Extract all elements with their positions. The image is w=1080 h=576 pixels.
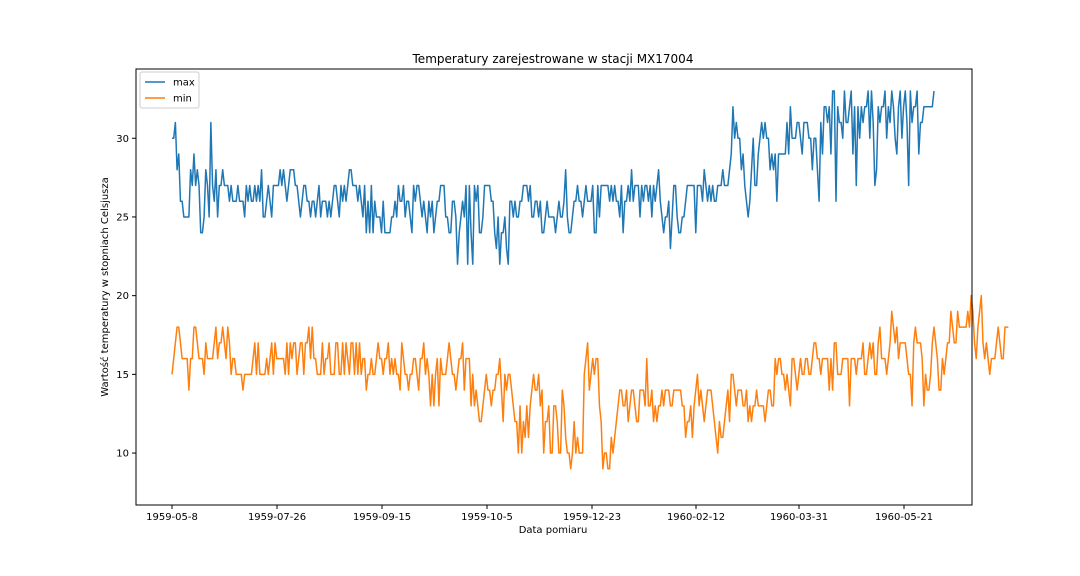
x-tick-label: 1959-12-23 xyxy=(563,512,621,523)
y-axis-label: Wartość temperatury w stopniach Celsjusz… xyxy=(99,177,111,396)
legend: max min xyxy=(139,71,200,109)
x-tick-label: 1959-09-15 xyxy=(353,512,411,523)
x-tick-label: 1959-10-5 xyxy=(461,512,513,523)
legend-label-max: max xyxy=(173,78,195,89)
plot-frame xyxy=(135,68,973,506)
x-tick-label: 1959-07-26 xyxy=(248,512,306,523)
chart-title: Temperatury zarejestrowane w stacji MX17… xyxy=(412,52,694,66)
legend-box xyxy=(139,71,200,109)
x-axis-label: Data pomiaru xyxy=(519,525,588,536)
y-tick-label: 10 xyxy=(116,449,129,460)
x-axis: 1959-05-8 1959-07-26 1959-09-15 1959-10-5 19… xyxy=(146,505,933,523)
x-tick-label: 1960-05-21 xyxy=(875,512,933,523)
series-line-min xyxy=(171,294,1009,470)
y-tick-label: 15 xyxy=(116,370,129,381)
y-tick-label: 20 xyxy=(116,291,129,302)
x-tick-label: 1960-02-12 xyxy=(667,512,725,523)
x-tick-label: 1960-03-31 xyxy=(770,512,828,523)
series-line-max xyxy=(172,90,935,265)
y-tick-label: 30 xyxy=(116,134,129,145)
y-axis: 10 15 20 25 30 xyxy=(116,134,136,460)
x-tick-label: 1959-05-8 xyxy=(146,512,198,523)
legend-label-min: min xyxy=(173,94,192,105)
series-layer xyxy=(171,90,1009,470)
plot-area xyxy=(135,68,1009,506)
y-tick-label: 25 xyxy=(116,212,129,223)
